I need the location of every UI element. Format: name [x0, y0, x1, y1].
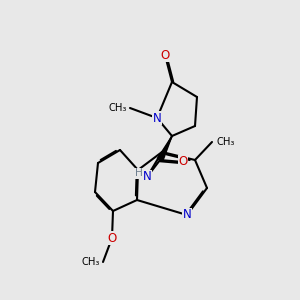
Text: CH₃: CH₃ — [217, 137, 235, 147]
Text: N: N — [142, 170, 152, 184]
Text: O: O — [160, 49, 169, 62]
Text: N: N — [183, 208, 191, 221]
Text: O: O — [107, 232, 117, 244]
Text: N: N — [153, 112, 161, 124]
Text: H: H — [135, 168, 142, 178]
Text: O: O — [178, 155, 188, 169]
Polygon shape — [157, 136, 172, 161]
Text: CH₃: CH₃ — [82, 257, 100, 267]
Text: CH₃: CH₃ — [109, 103, 127, 113]
